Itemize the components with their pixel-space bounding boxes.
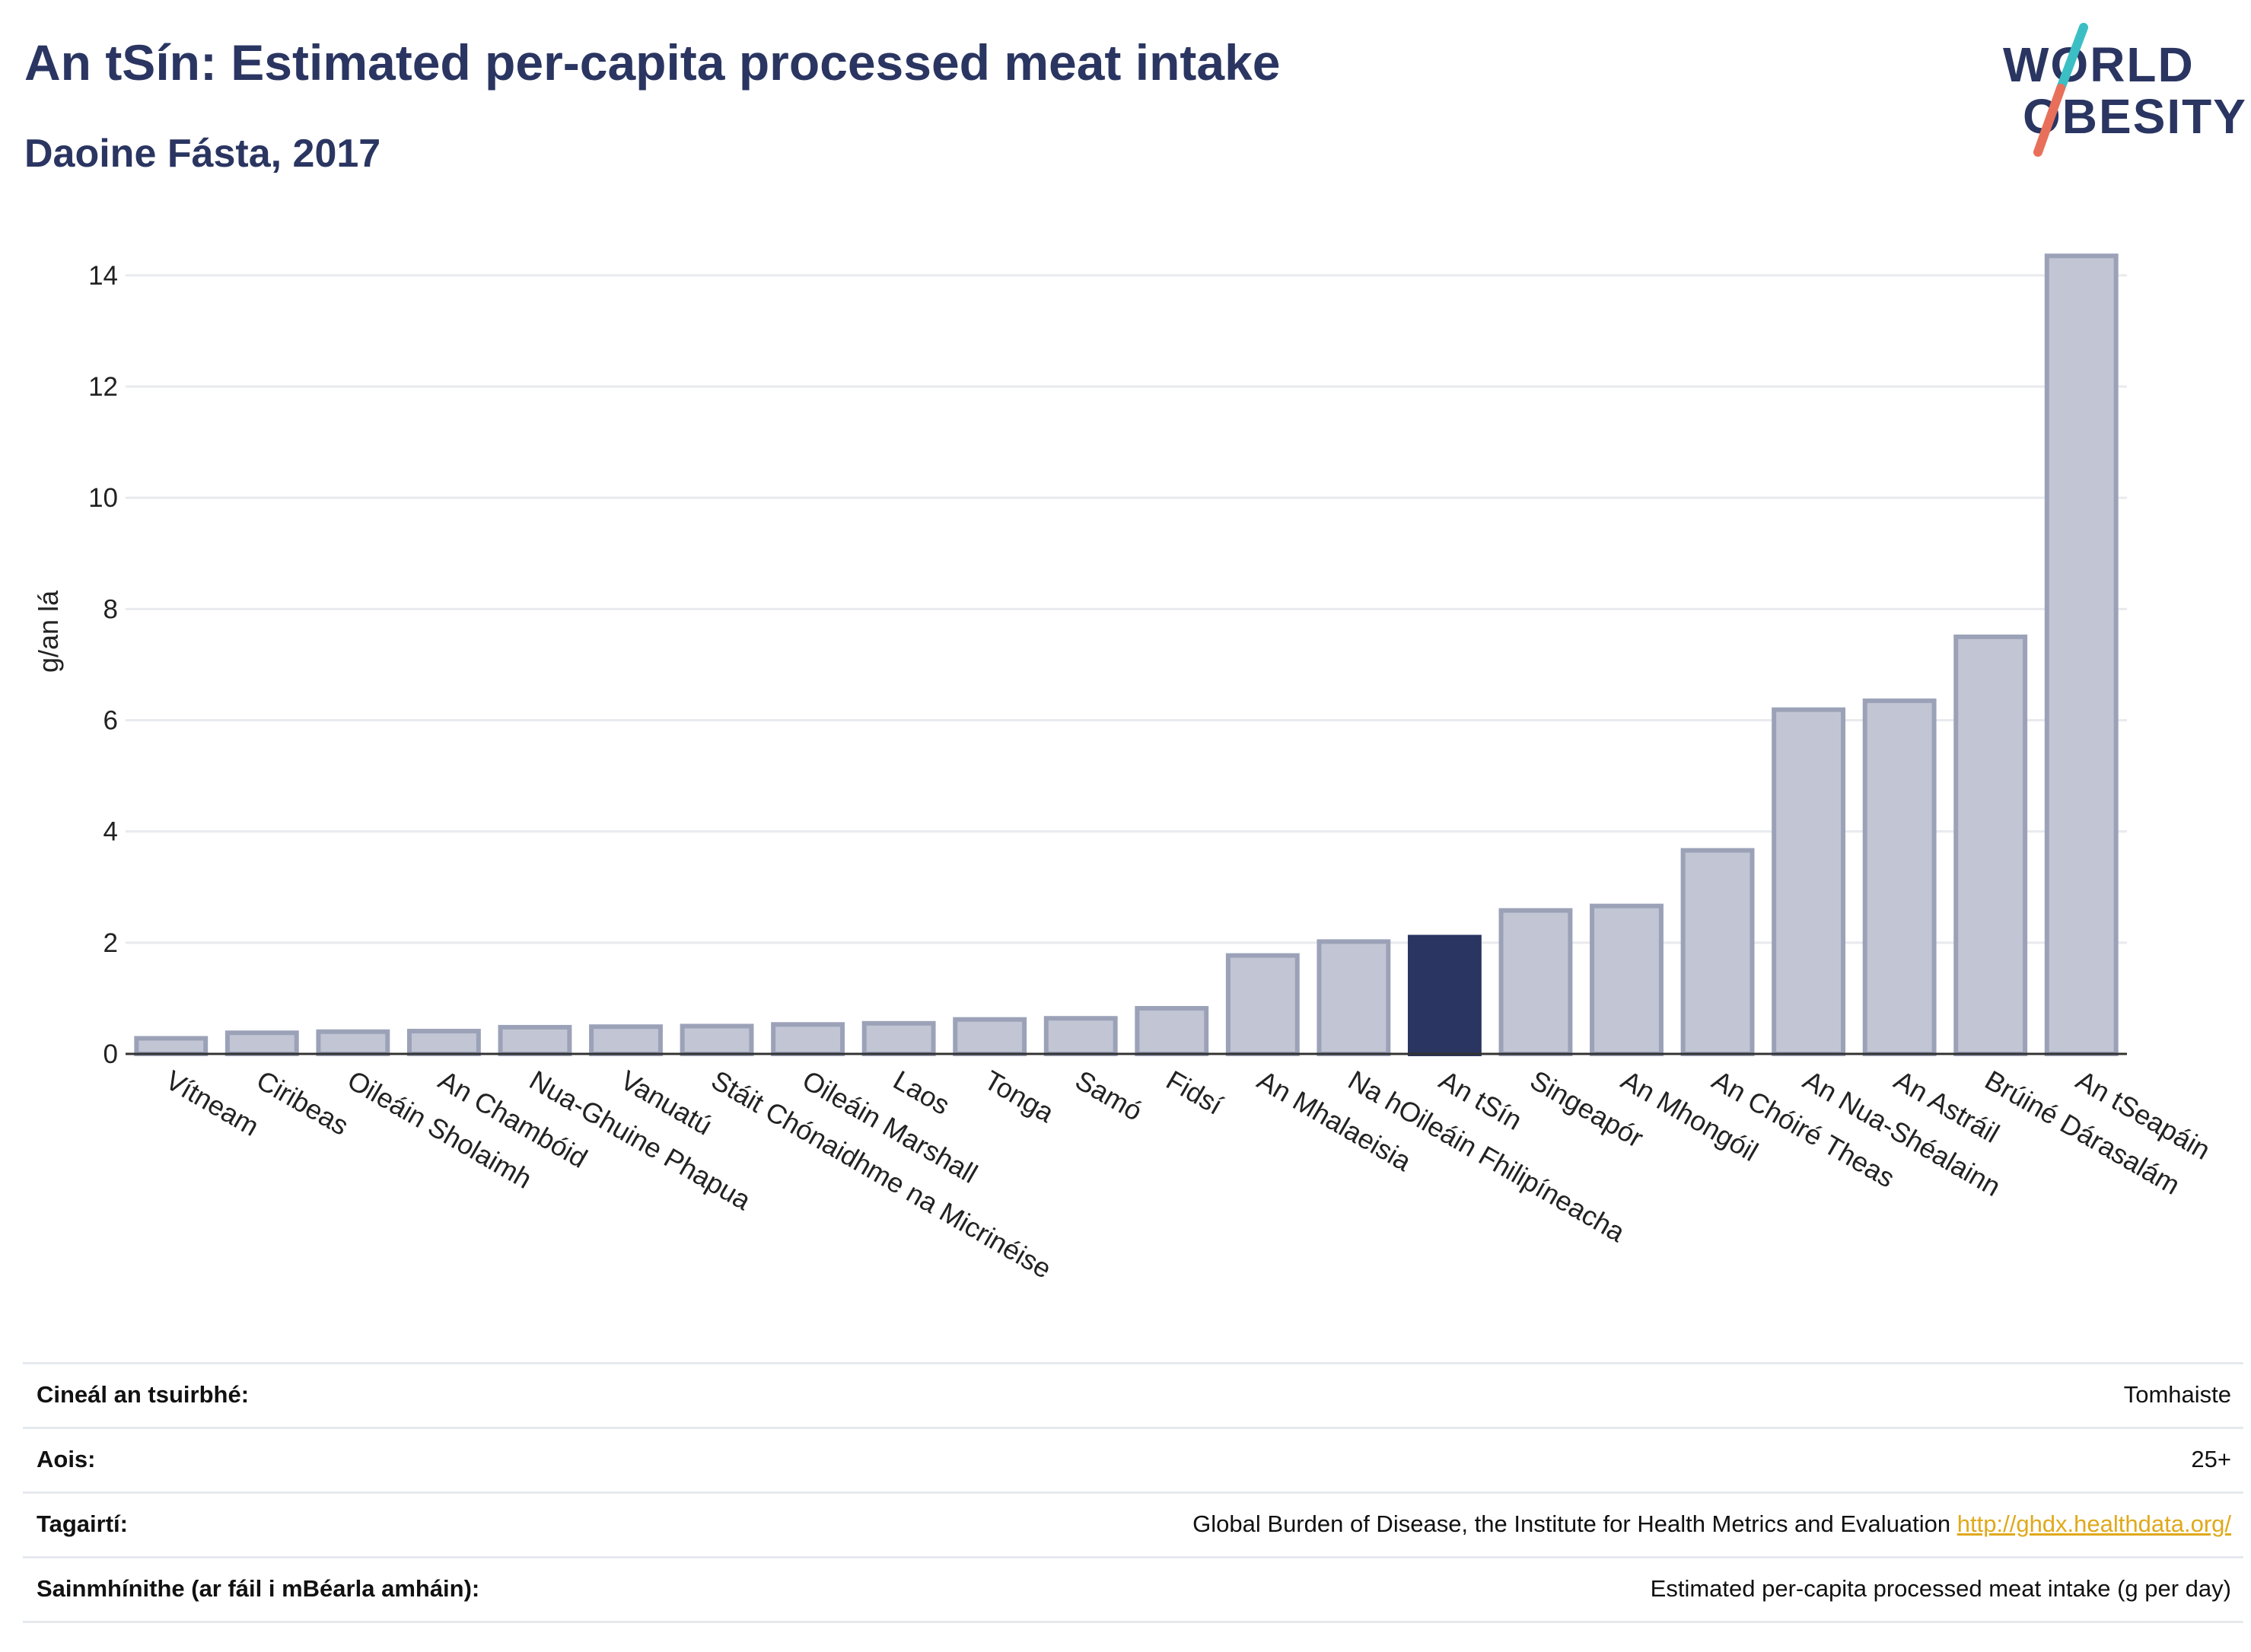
meta-value: Estimated per-capita processed meat inta… — [1651, 1575, 2231, 1603]
bar — [1225, 953, 1300, 1057]
x-tick-label: Samó — [1070, 1064, 1148, 1127]
bar — [1498, 908, 1573, 1056]
meta-row: Sainmhínithe (ar fáil i mBéarla amháin):… — [23, 1556, 2243, 1623]
bar — [224, 1030, 299, 1056]
meta-label: Aois: — [37, 1446, 96, 1472]
logo-line-1: WORLD — [2003, 37, 2195, 92]
bar — [1772, 707, 1846, 1056]
bar — [1680, 848, 1755, 1056]
y-tick-label: 10 — [88, 483, 118, 513]
bar — [680, 1023, 754, 1056]
bar — [316, 1029, 390, 1056]
x-tick-label: Tonga — [979, 1064, 1060, 1128]
x-tick-label: Laos — [888, 1064, 955, 1121]
meta-label: Sainmhínithe (ar fáil i mBéarla amháin): — [37, 1575, 480, 1602]
bar-highlight — [1407, 934, 1482, 1056]
bars — [134, 253, 2119, 1057]
bar — [1135, 1006, 1209, 1057]
y-tick-label: 14 — [88, 261, 118, 291]
meta-label: Cineál an tsuirbhé: — [37, 1381, 250, 1408]
bar — [134, 1036, 209, 1056]
meta-label: Tagairtí: — [37, 1510, 128, 1537]
world-obesity-logo: WORLD OBESITY — [1994, 23, 2246, 160]
metadata-table: Cineál an tsuirbhé: Tomhaiste Aois: 25+ Taga… — [23, 1362, 2243, 1623]
meta-value: Tomhaiste — [2124, 1381, 2231, 1408]
reference-link[interactable]: http://ghdx.healthdata.org/ — [1956, 1510, 2231, 1537]
x-tick-label: Fidsí — [1161, 1064, 1228, 1121]
meta-value-text: Tomhaiste — [2123, 1381, 2231, 1408]
bar — [589, 1024, 663, 1056]
bar — [498, 1024, 572, 1056]
bar — [1590, 903, 1664, 1057]
y-tick-label: 6 — [103, 706, 118, 736]
x-tick-label: Vítneam — [161, 1064, 265, 1142]
bar — [1317, 939, 1391, 1056]
bar — [861, 1020, 936, 1057]
y-axis-label: g/an lá — [33, 590, 64, 673]
meta-row: Cineál an tsuirbhé: Tomhaiste — [23, 1362, 2243, 1427]
y-tick-labels: 0 2 4 6 8 10 12 14 — [88, 261, 118, 1069]
bar — [2044, 253, 2119, 1057]
meta-value-text: Estimated per-capita processed meat inta… — [1650, 1575, 2231, 1602]
x-tick-label: An Mhalaeisia — [1252, 1064, 1417, 1177]
meta-value-text: Global Burden of Disease, the Institute … — [1192, 1510, 1951, 1537]
x-tick-label: Ciribeas — [251, 1064, 354, 1141]
bar — [406, 1029, 481, 1056]
bar — [771, 1022, 845, 1057]
y-tick-label: 12 — [88, 372, 118, 402]
y-tick-label: 2 — [103, 928, 118, 958]
chart-subtitle: Daoine Fásta, 2017 — [24, 132, 381, 176]
meta-row: Tagairtí: Global Burden of Disease, the I… — [23, 1491, 2243, 1556]
meta-value: Global Burden of Disease, the Institute … — [1192, 1510, 2231, 1538]
meta-value: 25+ — [2191, 1446, 2231, 1473]
bar — [1862, 698, 1937, 1057]
y-tick-label: 0 — [103, 1039, 118, 1069]
chart-title: An tSín: Estimated per-capita processed … — [24, 34, 1281, 91]
meta-row: Aois: 25+ — [23, 1427, 2243, 1491]
bar — [953, 1017, 1027, 1057]
meta-value-text: 25+ — [2191, 1446, 2231, 1472]
logo-slash-icon — [2033, 23, 2088, 157]
y-tick-label: 4 — [103, 817, 118, 847]
y-tick-label: 8 — [103, 594, 118, 624]
bar — [1043, 1016, 1118, 1057]
bar — [1953, 634, 2028, 1056]
